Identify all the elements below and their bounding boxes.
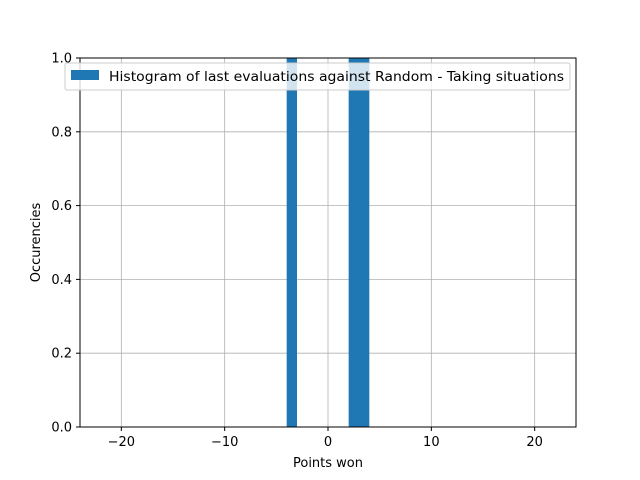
histogram-bar xyxy=(348,58,370,427)
grid-lines xyxy=(80,57,576,428)
y-tick-label: 0.6 xyxy=(51,199,72,214)
x-tick-label: 0 xyxy=(324,435,332,450)
x-axis-label: Points won xyxy=(293,456,363,471)
y-tick-label: 0.4 xyxy=(51,273,72,288)
y-tick-label: 0.8 xyxy=(51,125,72,140)
y-axis-label: Occurencies xyxy=(29,202,44,282)
legend: Histogram of last evaluations against Ra… xyxy=(64,62,571,91)
x-tick-label: 10 xyxy=(423,435,440,450)
axis-ticks: −20 −10 0 10 200.00.20.40.60.81.0 xyxy=(51,52,543,451)
x-tick-label: −10 xyxy=(211,435,238,450)
histogram-bars xyxy=(286,58,370,427)
y-tick-label: 0.0 xyxy=(51,421,72,436)
legend-box xyxy=(64,62,571,91)
legend-label: Histogram of last evaluations against Ra… xyxy=(109,70,564,85)
x-tick-label: −20 xyxy=(108,435,135,450)
legend-swatch xyxy=(71,70,99,80)
y-tick-label: 0.2 xyxy=(51,347,72,362)
histogram-bar xyxy=(286,58,297,427)
x-tick-label: 20 xyxy=(526,435,543,450)
